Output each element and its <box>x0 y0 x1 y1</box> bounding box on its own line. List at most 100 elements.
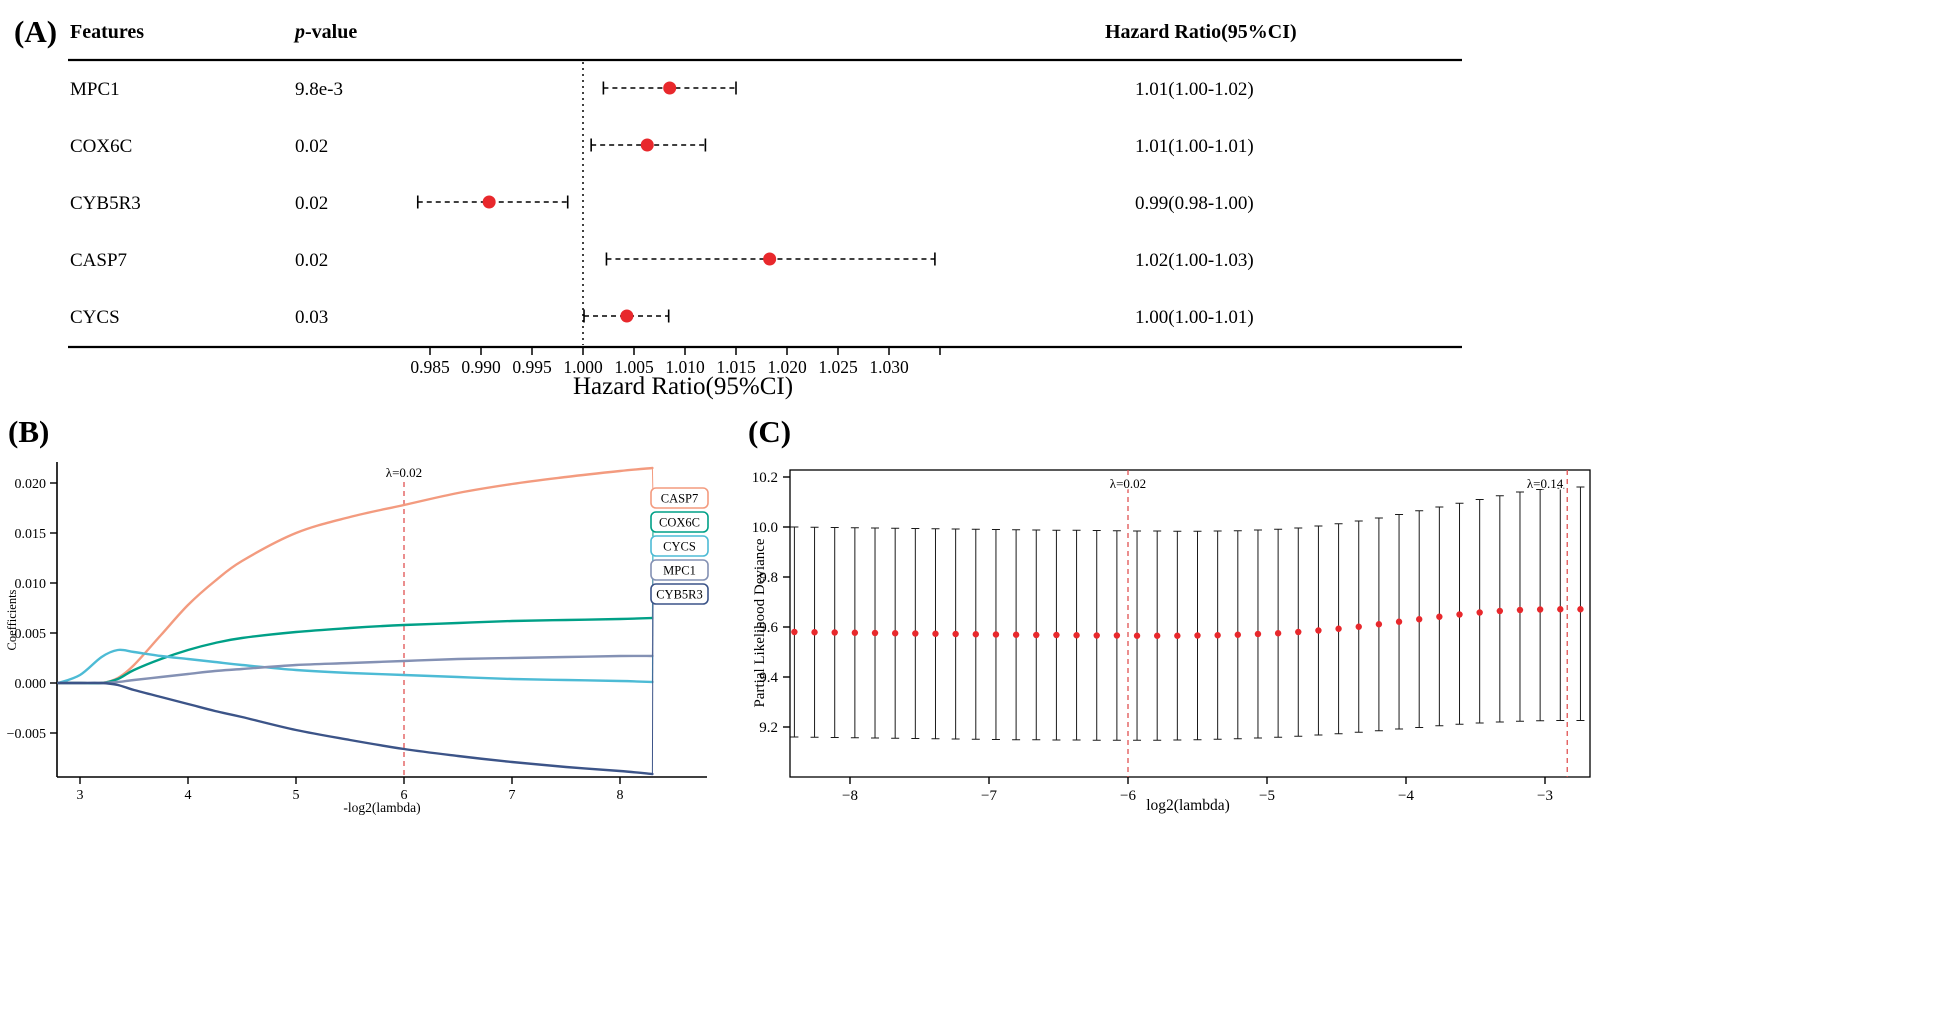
deviance-point <box>1496 607 1504 615</box>
deviance-point <box>932 630 939 637</box>
cv-x-axis-title: log2(lambda) <box>1146 797 1230 814</box>
hr-point <box>620 309 634 323</box>
legend-box <box>650 487 709 509</box>
cv-x-tick-label: −7 <box>981 788 997 804</box>
deviance-point <box>1577 606 1584 613</box>
legend-box <box>650 511 709 533</box>
deviance-point <box>1536 606 1544 613</box>
coef-curve-cox6c <box>57 616 654 685</box>
panel-a-label: (A) <box>14 14 57 49</box>
hr-ci-value: 0.99(0.98-1.00) <box>1135 193 1254 214</box>
forest-x-tick-label: 0.990 <box>461 357 501 377</box>
deviance-point <box>1093 632 1100 639</box>
lambda-label: λ=0.02 <box>1110 476 1146 491</box>
hr-ci-value: 1.02(1.00-1.03) <box>1135 250 1254 271</box>
deviance-point <box>1053 631 1060 639</box>
lasso-x-tick-label: 6 <box>401 788 408 803</box>
deviance-point <box>791 628 798 636</box>
deviance-point <box>871 629 879 637</box>
p-value: 0.02 <box>295 250 328 271</box>
legend-connector <box>651 593 654 775</box>
lasso-x-tick-label: 7 <box>509 788 516 803</box>
coef-curve-cycs <box>57 648 654 685</box>
forest-x-tick-label: 1.005 <box>614 357 654 377</box>
deviance-point <box>1274 630 1282 637</box>
deviance-point <box>1012 631 1020 638</box>
column-header-hazard-ratio: Hazard Ratio(95%CI) <box>1105 21 1297 43</box>
hr-point <box>763 252 777 266</box>
legend-label: CYB5R3 <box>656 588 703 602</box>
pvalue-header-rest: -value <box>305 21 357 43</box>
cv-y-tick-label: 10.2 <box>752 470 778 486</box>
deviance-point <box>1295 628 1302 636</box>
forest-x-tick-label: 1.010 <box>665 357 705 377</box>
p-value: 0.02 <box>295 136 328 157</box>
p-value: 0.02 <box>295 193 328 214</box>
deviance-point <box>1395 618 1403 625</box>
deviance-point <box>1456 611 1463 618</box>
panel-b-label: (B) <box>8 414 49 449</box>
lasso-y-axis-title: Coefficients <box>5 589 19 650</box>
cv-x-tick-label: −8 <box>842 788 858 804</box>
legend-box <box>650 535 709 557</box>
deviance-point <box>1133 632 1141 639</box>
p-value: 9.8e-3 <box>295 79 343 100</box>
coef-curve-casp7 <box>57 466 654 685</box>
legend-label: CASP7 <box>661 492 699 506</box>
hr-ci-value: 1.01(1.00-1.02) <box>1135 79 1254 100</box>
forest-plot-group: 0.985 0.990 0.995 1.000 1.005 1.010 1.015 1.020… <box>68 58 1462 377</box>
deviance-point <box>1153 632 1161 639</box>
feature-name: MPC1 <box>70 79 120 100</box>
column-header-pvalue: p-value <box>293 21 357 43</box>
deviance-point <box>891 630 899 637</box>
cv-y-tick-label: 9.8 <box>759 570 778 586</box>
cv-plot-frame <box>789 469 1591 778</box>
deviance-point <box>1315 627 1322 634</box>
cv-x-tick-label: −4 <box>1398 788 1414 804</box>
forest-x-tick-label: 0.985 <box>410 357 450 377</box>
lasso-x-axis-title: -log2(lambda) <box>343 800 420 815</box>
forest-x-tick-label: 1.020 <box>767 357 807 377</box>
lasso-y-tick-label: 0.005 <box>15 627 47 642</box>
hr-point <box>663 81 677 95</box>
p-value: 0.03 <box>295 307 328 328</box>
cv-y-tick-label: 10.0 <box>752 520 778 536</box>
panel-c-label: (C) <box>748 414 791 449</box>
deviance-point <box>912 630 919 637</box>
legend-label: CYCS <box>663 540 696 554</box>
deviance-point <box>811 629 818 636</box>
coef-curve-mpc1 <box>57 654 654 685</box>
cv-y-tick-label: 9.6 <box>759 620 778 636</box>
deviance-point <box>972 631 979 638</box>
feature-name: COX6C <box>70 136 132 157</box>
cv-y-tick-label: 9.2 <box>759 720 778 736</box>
lasso-y-tick-label: 0.010 <box>15 577 47 592</box>
deviance-point <box>1416 616 1423 623</box>
legend-label: MPC1 <box>663 564 696 578</box>
lasso-x-tick-label: 4 <box>185 788 192 803</box>
deviance-point <box>1234 631 1242 638</box>
hr-ci-value: 1.00(1.00-1.01) <box>1135 307 1254 328</box>
lasso-y-tick-label: −0.005 <box>7 727 46 742</box>
cv-x-tick-label: −5 <box>1259 788 1275 804</box>
deviance-point <box>1214 632 1221 639</box>
lasso-y-tick-label: 0.015 <box>15 527 47 542</box>
cv-deviance-group: 9.2 9.4 9.6 9.8 10.0 10.2 −8 −7 −6 −5 −4 −3 λ=0.02 λ=… <box>752 469 1591 804</box>
lasso-x-tick-label: 3 <box>77 788 84 803</box>
cv-y-axis-title: Partial Likelihood Deviance <box>752 538 768 707</box>
lasso-x-tick-label: 8 <box>617 788 624 803</box>
cv-x-tick-label: −6 <box>1120 788 1136 804</box>
coef-curve-cyb5r3 <box>57 681 654 776</box>
feature-name: CYCS <box>70 307 120 328</box>
deviance-point <box>1254 630 1262 638</box>
deviance-point <box>1516 606 1524 614</box>
cv-y-tick-label: 9.4 <box>759 670 778 686</box>
deviance-point <box>1335 625 1342 632</box>
legend-box <box>650 583 709 605</box>
feature-name: CASP7 <box>70 250 127 271</box>
hr-point <box>640 138 654 152</box>
feature-name: CYB5R3 <box>70 193 141 214</box>
deviance-point <box>952 630 959 638</box>
deviance-point <box>1113 632 1121 639</box>
